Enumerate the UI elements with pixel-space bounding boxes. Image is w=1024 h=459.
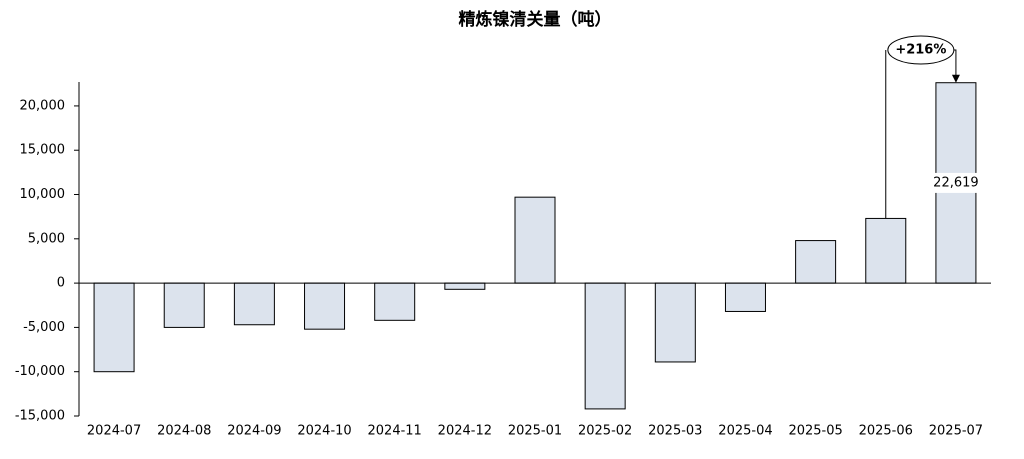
y-tick-label: 10,000 — [20, 187, 66, 202]
x-tick-label: 2024-11 — [368, 424, 422, 439]
y-tick-label: -5,000 — [23, 320, 65, 335]
y-tick-label: -10,000 — [15, 364, 65, 379]
x-tick-label: 2024-08 — [157, 424, 211, 439]
value-label-bg — [927, 172, 984, 193]
bar — [654, 282, 696, 363]
bar — [93, 282, 135, 373]
x-tick-label: 2025-07 — [929, 424, 983, 439]
x-tick-label: 2025-01 — [508, 424, 562, 439]
bar — [584, 282, 626, 410]
x-tick-label: 2025-04 — [718, 424, 772, 439]
y-tick-label: 5,000 — [28, 231, 65, 246]
x-tick-label: 2024-09 — [227, 424, 281, 439]
bar — [374, 282, 416, 321]
x-tick-label: 2025-02 — [578, 424, 632, 439]
x-tick-label: 2025-06 — [859, 424, 913, 439]
y-tick-label: 15,000 — [20, 143, 66, 158]
x-tick-label: 2025-05 — [788, 424, 842, 439]
annotation-arrowhead — [951, 74, 960, 83]
bar — [865, 217, 907, 284]
bar — [514, 196, 556, 284]
bar — [795, 240, 837, 284]
y-tick-label: -15,000 — [15, 409, 65, 424]
bar — [724, 282, 766, 312]
x-tick-label: 2024-10 — [297, 424, 351, 439]
bar — [163, 282, 205, 328]
chart-title: 精炼镍清关量（吨） — [459, 9, 612, 30]
x-tick-label: 2024-07 — [87, 424, 141, 439]
x-tick-label: 2024-12 — [438, 424, 492, 439]
y-tick-label: 20,000 — [20, 98, 66, 113]
annotation-bubble — [887, 35, 955, 65]
annotation: +216% — [895, 43, 946, 58]
y-tick-label: 0 — [57, 276, 65, 291]
value-label: 22,619 — [933, 175, 979, 190]
bar — [233, 282, 275, 326]
bar — [444, 282, 486, 290]
x-tick-label: 2025-03 — [648, 424, 702, 439]
bar — [304, 282, 346, 330]
